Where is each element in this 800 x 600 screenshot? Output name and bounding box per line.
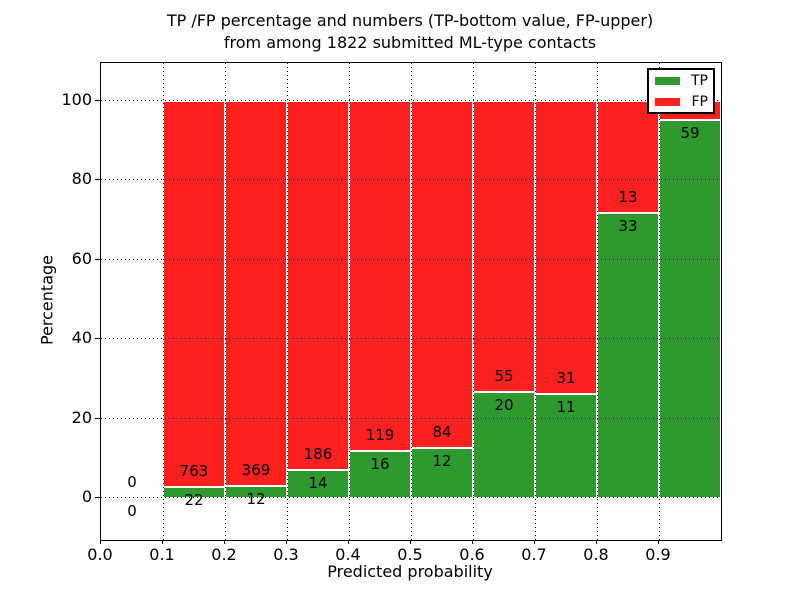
tp-count-label: 33 [618, 217, 638, 236]
legend-label: TP [691, 72, 708, 89]
y-tick [95, 338, 100, 340]
tp-count-label: 14 [308, 474, 328, 493]
chart-title-line2: from among 1822 submitted ML-type contac… [223, 33, 597, 52]
x-gridline [163, 63, 164, 540]
legend-label: FP [691, 93, 709, 110]
y-tick [95, 179, 100, 181]
tp-legend-entry: TP [655, 74, 708, 88]
bar-fp-segment [163, 101, 225, 487]
y-gridline [101, 497, 721, 498]
y-gridline [101, 100, 721, 101]
chart-title: TP /FP percentage and numbers (TP-bottom… [100, 10, 720, 54]
x-gridline [411, 63, 412, 540]
bar-tp-segment [659, 120, 721, 498]
x-gridline [473, 63, 474, 540]
fp-count-label: 369 [241, 460, 271, 479]
tp-count-label: 22 [184, 490, 204, 509]
y-gridline [101, 258, 721, 260]
x-tick [472, 540, 473, 544]
bar-fp-segment [225, 101, 287, 486]
plot-area: TP FP 0 0 763 22 369 12 186 14 119 16 84 12 55 20 31 11 1… [100, 62, 722, 541]
fp-count-label: 84 [432, 423, 452, 442]
tp-count-label: 12 [432, 452, 452, 471]
y-tick-label: 20 [71, 407, 92, 427]
fp-legend-entry: FP [655, 95, 708, 109]
tp-legend-swatch [655, 76, 680, 85]
x-tick-label: 0.3 [273, 545, 299, 564]
x-tick-label: 0.8 [583, 545, 609, 564]
tp-count-label: 12 [246, 489, 266, 508]
y-tick-label: 0 [81, 487, 92, 506]
y-gridline [101, 417, 721, 419]
y-tick-label: 100 [61, 90, 92, 109]
y-tick [95, 258, 100, 260]
y-tick [95, 100, 100, 101]
y-tick-label: 40 [71, 328, 92, 348]
tp-count-label: 0 [127, 502, 137, 520]
x-tick-label: 0.9 [645, 545, 671, 564]
legend: TP FP [647, 68, 715, 114]
bar-fp-segment [287, 101, 349, 471]
x-tick [286, 540, 287, 544]
fp-count-label: 13 [618, 188, 638, 207]
x-tick [596, 540, 597, 544]
bar-fp-segment [535, 101, 597, 394]
x-tick [224, 540, 225, 544]
y-gridline [101, 179, 721, 181]
x-gridline [225, 63, 226, 540]
y-gridline [101, 338, 721, 340]
x-tick [410, 540, 411, 544]
tp-count-label: 16 [370, 454, 390, 473]
x-tick-label: 0.7 [521, 545, 547, 564]
fp-count-label: 55 [494, 367, 514, 386]
x-tick [348, 540, 349, 544]
x-tick [534, 540, 535, 544]
y-tick-label: 80 [71, 169, 92, 189]
x-gridline [349, 63, 350, 540]
y-tick [95, 417, 100, 419]
x-tick-label: 0.6 [459, 545, 485, 564]
x-tick-label: 0.5 [397, 545, 423, 564]
fp-count-label: 763 [179, 461, 209, 480]
x-gridline [535, 63, 536, 540]
fp-count-label: 0 [127, 473, 137, 491]
x-tick [658, 540, 659, 544]
bar-fp-segment [349, 101, 411, 451]
bar-fp-segment [411, 101, 473, 449]
fp-legend-swatch [655, 97, 680, 106]
x-gridline [597, 63, 598, 540]
chart-title-line1: TP /FP percentage and numbers (TP-bottom… [166, 11, 654, 30]
tp-count-label: 59 [680, 124, 700, 143]
y-tick [95, 497, 100, 498]
x-tick-label: 0.4 [335, 545, 361, 564]
bar-tp-segment [597, 213, 659, 498]
x-tick-label: 0.2 [211, 545, 237, 564]
x-tick-label: 0.1 [149, 545, 175, 564]
fp-count-label: 31 [556, 369, 576, 387]
y-tick-label: 60 [71, 248, 92, 268]
fp-count-label: 119 [365, 425, 395, 444]
x-axis-label: Predicted probability [327, 562, 493, 581]
x-tick [100, 540, 101, 544]
fp-count-label: 186 [303, 445, 333, 464]
bar-fp-segment [473, 101, 535, 393]
tp-count-label: 20 [494, 396, 514, 414]
x-tick-label: 0.0 [87, 545, 113, 564]
tp-count-label: 11 [556, 397, 576, 416]
x-tick [162, 540, 163, 544]
x-gridline [287, 63, 288, 540]
x-gridline [659, 63, 660, 540]
